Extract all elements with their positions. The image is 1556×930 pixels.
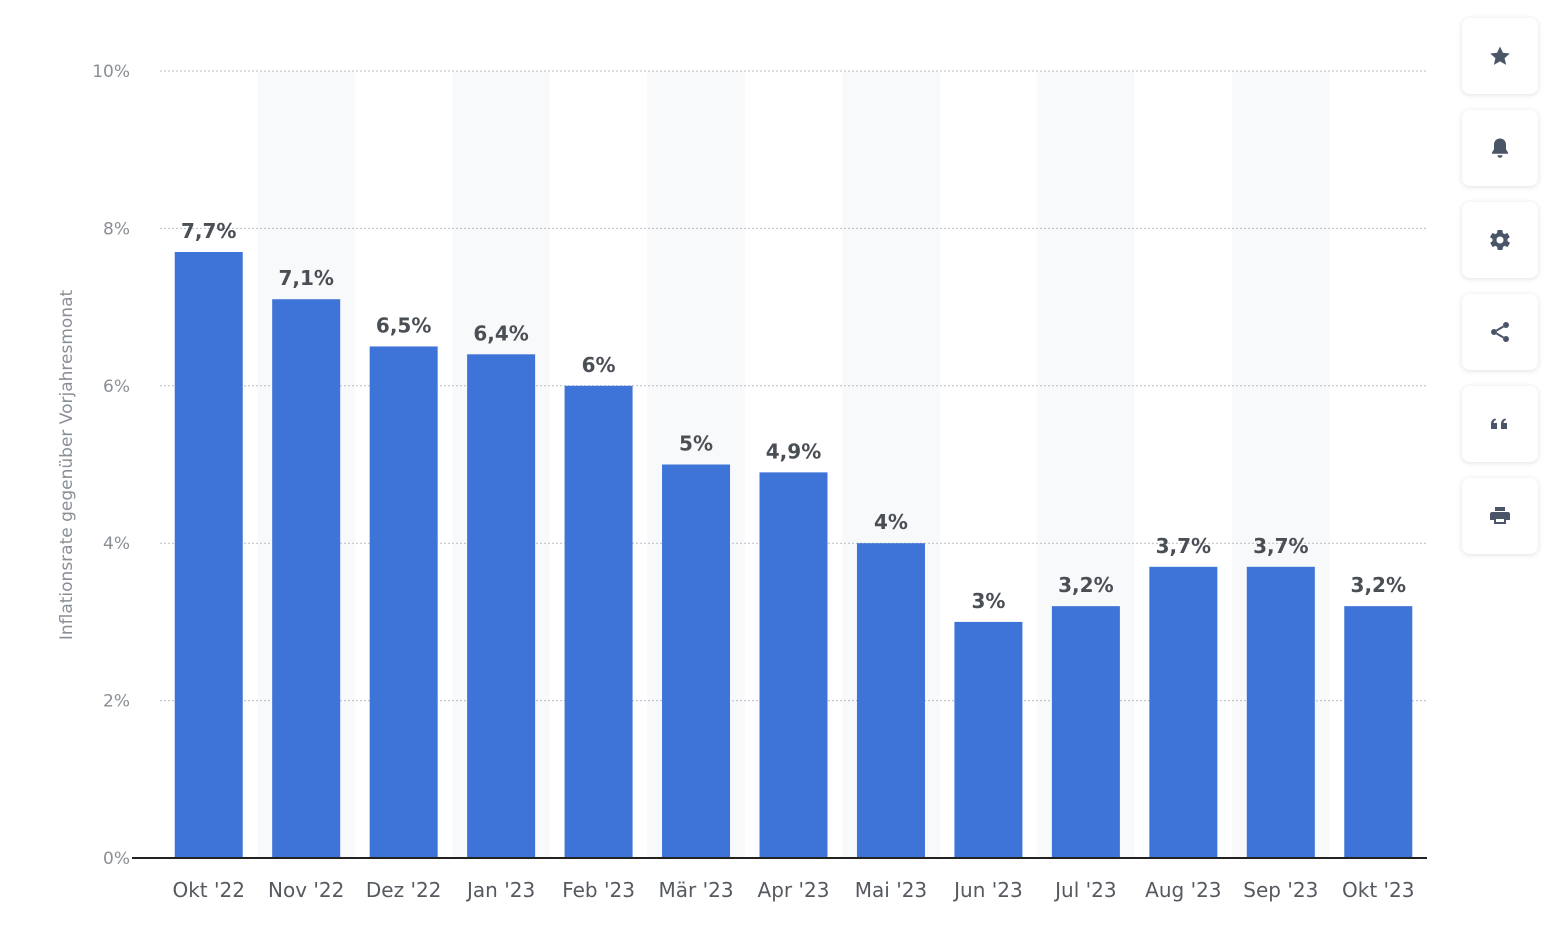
x-tick-label: Okt '22 xyxy=(172,878,244,902)
share-icon xyxy=(1491,322,1509,342)
data-label: 3,2% xyxy=(1351,573,1406,597)
x-tick-label: Dez '22 xyxy=(366,878,442,902)
data-label: 5% xyxy=(679,432,713,456)
x-tick-label: Jun '23 xyxy=(952,878,1023,902)
y-tick-label: 0% xyxy=(103,849,130,869)
star-icon xyxy=(1490,46,1510,65)
y-tick-label: 6% xyxy=(103,377,130,397)
x-tick-label: Nov '22 xyxy=(268,878,344,902)
data-label: 3,7% xyxy=(1156,534,1211,558)
x-tick-label: Mär '23 xyxy=(659,878,734,902)
data-label: 3,7% xyxy=(1253,534,1308,558)
favorite-button[interactable] xyxy=(1462,18,1538,94)
settings-button[interactable] xyxy=(1462,202,1538,278)
notification-button[interactable] xyxy=(1462,110,1538,186)
data-label: 3,2% xyxy=(1058,573,1113,597)
x-tick-label: Okt '23 xyxy=(1342,878,1414,902)
bar xyxy=(174,252,243,858)
y-tick-label: 10% xyxy=(92,62,130,82)
data-label: 7,1% xyxy=(278,266,333,290)
share-button[interactable] xyxy=(1462,294,1538,370)
x-tick-label: Sep '23 xyxy=(1243,878,1318,902)
bar xyxy=(272,299,341,859)
bar xyxy=(369,346,438,858)
y-tick-label: 8% xyxy=(103,219,130,239)
data-label: 6% xyxy=(582,353,616,377)
data-label: 6,4% xyxy=(473,321,528,345)
chart-svg: 0% 2% 4% 6% 8% 10% 7,7% Okt '22 7,1% Nov '22 6,5% D… xyxy=(57,62,1427,902)
bar xyxy=(759,472,828,858)
data-label: 7,7% xyxy=(181,219,236,243)
cite-button[interactable] xyxy=(1462,386,1538,462)
print-button[interactable] xyxy=(1462,478,1538,554)
bar xyxy=(662,464,731,858)
x-tick-label: Feb '23 xyxy=(562,878,635,902)
bar-chart: 0% 2% 4% 6% 8% 10% 7,7% Okt '22 7,1% Nov '22 6,5% D… xyxy=(57,62,1427,902)
y-tick-label: 4% xyxy=(103,534,130,554)
printer-icon xyxy=(1490,507,1510,524)
bell-icon xyxy=(1492,138,1508,158)
x-tick-label: Aug '23 xyxy=(1145,878,1221,902)
data-label: 4,9% xyxy=(766,439,821,463)
y-tick-label: 2% xyxy=(103,692,130,712)
bar xyxy=(954,621,1023,858)
x-tick-label: Apr '23 xyxy=(758,878,830,902)
data-label: 4% xyxy=(874,510,908,534)
chart-toolbar xyxy=(1462,18,1538,570)
data-label: 6,5% xyxy=(376,313,431,337)
data-label: 3% xyxy=(971,589,1005,613)
bar xyxy=(1051,606,1120,858)
bar xyxy=(564,385,633,858)
bar xyxy=(1344,606,1413,858)
x-tick-label: Jul '23 xyxy=(1053,878,1116,902)
bar xyxy=(856,543,925,858)
bar xyxy=(1246,566,1315,858)
quote-icon xyxy=(1491,418,1507,429)
gear-icon xyxy=(1490,230,1510,250)
bar xyxy=(467,354,536,858)
x-tick-label: Jan '23 xyxy=(465,878,535,902)
bar xyxy=(1149,566,1218,858)
y-axis-title: Inflationsrate gegenüber Vorjahresmonat xyxy=(57,290,77,641)
x-tick-label: Mai '23 xyxy=(855,878,927,902)
